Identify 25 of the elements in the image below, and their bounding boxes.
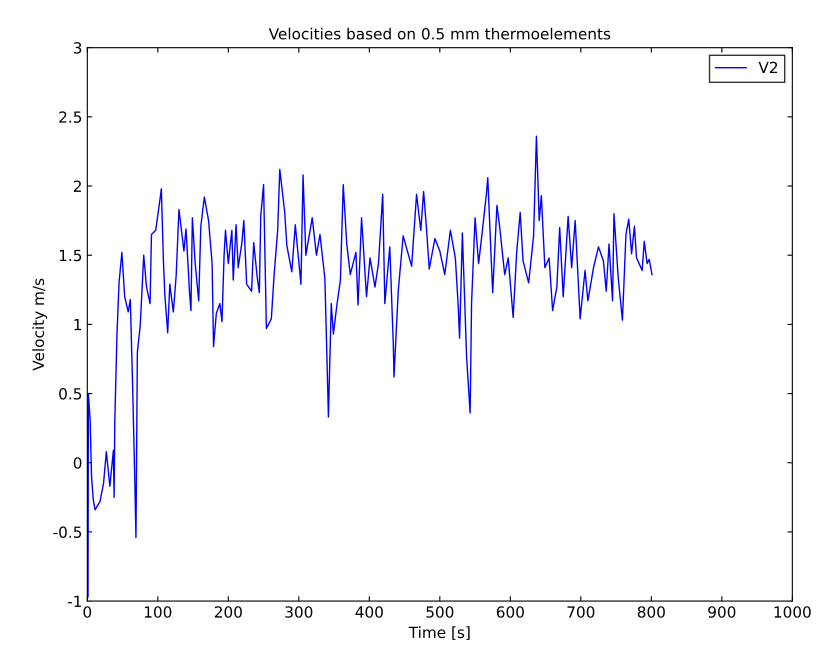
x-tick-label: 600 xyxy=(496,606,524,618)
x-tick-label: 700 xyxy=(568,606,594,618)
x-tick-label: 200 xyxy=(214,606,242,618)
y-tick-label: 3 xyxy=(74,42,82,54)
y-tick-label: 2 xyxy=(74,180,81,192)
x-tick-label: 800 xyxy=(638,606,665,618)
line-series xyxy=(87,136,653,598)
y-tick-label: 2.5 xyxy=(59,111,82,123)
x-tick-label: 1000 xyxy=(774,606,811,618)
y-tick-label: -1 xyxy=(68,596,82,607)
x-tick-label: 0 xyxy=(83,606,92,618)
y-axis-title: Velocity m/s xyxy=(32,278,48,371)
y-tick-label: 1.5 xyxy=(60,250,82,262)
y-tick-label: 0.5 xyxy=(59,388,82,400)
x-axis-title: Time [s] xyxy=(408,626,470,640)
legend-label: V2 xyxy=(758,62,778,74)
x-tick-label: 500 xyxy=(426,606,454,618)
x-tick-label: 900 xyxy=(708,606,736,618)
chart-title: Velocities based on 0.5 mm thermoelements xyxy=(268,28,610,40)
y-tick-label: 1 xyxy=(74,319,82,330)
x-tick-label: 300 xyxy=(285,606,312,618)
x-tick-label: 400 xyxy=(355,606,383,618)
y-tick-label: 0 xyxy=(74,457,82,469)
x-tick-label: 100 xyxy=(144,606,172,618)
y-tick-label: -0.5 xyxy=(53,526,82,538)
